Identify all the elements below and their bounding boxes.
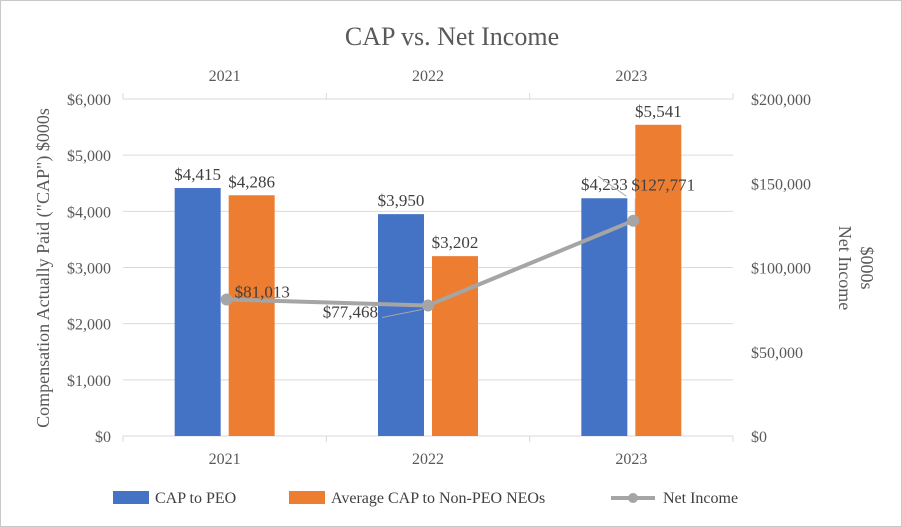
y2-tick-label-0: $0 xyxy=(751,429,767,446)
legend: CAP to PEO Average CAP to Non-PEO NEOs Net… xyxy=(113,490,738,507)
y2-tick-label-4: $200,000 xyxy=(751,92,811,109)
y-tick-label-1: $1,000 xyxy=(67,373,111,390)
top-category-axis: 2021 2022 2023 xyxy=(209,68,648,85)
y2-tick-label-3: $150,000 xyxy=(751,176,811,193)
leader-line-net-income-2022 xyxy=(381,308,423,318)
top-category-label-2023: 2023 xyxy=(615,68,647,85)
legend-label-net-income: Net Income xyxy=(663,490,738,507)
data-label-average-cap-to-non-peo-neos-2023: $5,541 xyxy=(635,102,682,121)
net-income-point-2022 xyxy=(422,299,434,312)
x-category-label-2021: 2021 xyxy=(209,451,241,468)
data-label-net-income-2023: $127,771 xyxy=(631,176,695,195)
data-label-cap-to-peo-2021: $4,415 xyxy=(174,165,221,184)
y-tick-label-3: $3,000 xyxy=(67,261,111,278)
y-tick-label-4: $4,000 xyxy=(67,204,111,221)
data-label-cap-to-peo-2022: $3,950 xyxy=(378,191,425,210)
data-label-net-income-2022: $77,468 xyxy=(323,302,378,321)
net-income-line-series xyxy=(220,214,640,312)
data-label-average-cap-to-non-peo-neos-2021: $4,286 xyxy=(228,172,275,191)
y-tick-label-5: $5,000 xyxy=(67,148,111,165)
left-y-axis: $0 $1,000 $2,000 $3,000 $4,000 $5,000 $6,000 xyxy=(67,92,111,446)
data-label-cap-to-peo-2023: $4,233 xyxy=(581,175,628,194)
top-category-label-2021: 2021 xyxy=(209,68,241,85)
legend-swatch-average-cap-to-non-peo-neos xyxy=(289,491,325,504)
top-category-label-2022: 2022 xyxy=(412,68,444,85)
right-y-axis: $0 $50,000 $100,000 $150,000 $200,000 xyxy=(751,92,811,446)
legend-label-average-cap-to-non-peo-neos: Average CAP to Non-PEO NEOs xyxy=(331,490,545,507)
bar-cap-to-peo-2021 xyxy=(174,188,221,436)
x-category-label-2023: 2023 xyxy=(615,451,647,468)
y2-tick-label-2: $100,000 xyxy=(751,261,811,278)
legend-swatch-cap-to-peo xyxy=(113,491,149,504)
left-axis-title: Compensation Actually Paid ("CAP") $000s xyxy=(33,108,54,428)
data-label-net-income-2021: $81,013 xyxy=(235,282,290,301)
leader-line-cap-to-peo-2023 xyxy=(598,175,627,197)
bar-average-cap-to-non-peo-neos-2022 xyxy=(432,256,478,436)
y-tick-label-2: $2,000 xyxy=(67,317,111,334)
right-axis-title: Net Income $000s xyxy=(835,226,877,310)
bar-average-cap-to-non-peo-neos-2021 xyxy=(228,195,275,436)
bottom-category-axis: 2021 2022 2023 xyxy=(209,451,648,468)
bar-average-cap-to-non-peo-neos-2023 xyxy=(635,124,682,436)
data-labels: $4,415 $3,950 $4,233 $4,286 $3,202 $5,541 $81,… xyxy=(174,102,695,322)
bars xyxy=(174,124,682,436)
y2-tick-label-1: $50,000 xyxy=(751,345,803,362)
right-axis-title-line-2: $000s xyxy=(857,246,877,289)
gridlines xyxy=(122,93,734,442)
net-income-point-2021 xyxy=(220,293,233,306)
y-tick-label-6: $6,000 xyxy=(67,92,111,109)
bar-cap-to-peo-2022 xyxy=(378,214,424,436)
right-axis-title-line-1: Net Income xyxy=(835,226,855,310)
data-label-average-cap-to-non-peo-neos-2022: $3,202 xyxy=(432,233,479,252)
net-income-point-2023 xyxy=(627,214,640,227)
legend-label-cap-to-peo: CAP to PEO xyxy=(155,490,236,507)
y-tick-label-0: $0 xyxy=(95,429,111,446)
chart-title: CAP vs. Net Income xyxy=(345,22,559,51)
x-category-label-2022: 2022 xyxy=(412,451,444,468)
legend-swatch-marker-net-income xyxy=(628,493,638,503)
